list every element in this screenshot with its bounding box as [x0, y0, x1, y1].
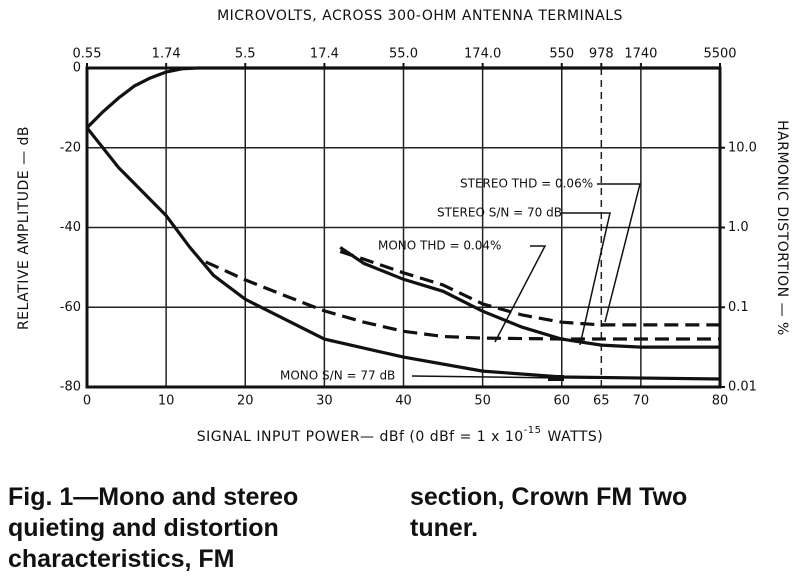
- y-tick-label: -20: [60, 140, 81, 155]
- x-tick-label: 65: [593, 394, 610, 409]
- x-tick-label: 50: [474, 394, 491, 409]
- x-tick-label: 20: [237, 394, 254, 409]
- annotation: MONO S/N = 77 dB: [280, 369, 395, 383]
- annotation: STEREO S/N = 70 dB: [437, 206, 562, 220]
- y2-tick-label: 0.01: [728, 380, 757, 395]
- caption-line: tuner.: [410, 514, 478, 542]
- caption-line: quieting and distortion: [8, 514, 279, 542]
- caption-line: characteristics, FM: [8, 545, 235, 573]
- x-tick-label: 0: [83, 394, 91, 409]
- y-tick-label: -60: [60, 300, 81, 315]
- y2-tick-label: 10.0: [728, 140, 757, 155]
- pointer-marker: [548, 375, 564, 381]
- leader-line: [494, 245, 547, 343]
- caption-line: Fig. 1—Mono and stereo: [8, 483, 298, 511]
- x2-tick-label: 1.74: [152, 47, 181, 62]
- y-tick-label: 0: [73, 61, 81, 76]
- caption-line: section, Crown FM Two: [410, 483, 687, 511]
- series-line: [85, 126, 721, 381]
- annotation: MONO THD = 0.04%: [378, 239, 501, 253]
- series-line: [205, 260, 720, 341]
- x2-tick-label: 17.4: [310, 47, 339, 62]
- leader-line: [411, 375, 561, 379]
- x-axis-label-main: SIGNAL INPUT POWER— dBf (0 dBf = 1 x 10: [197, 429, 524, 445]
- y-tick-label: -80: [60, 380, 81, 395]
- x-tick-label: 30: [316, 394, 333, 409]
- x2-tick-label: 0.55: [73, 47, 102, 62]
- y-tick-label: -40: [60, 220, 81, 235]
- x-tick-label: 80: [712, 394, 729, 409]
- x-axis-label-end: WATTS): [548, 429, 604, 445]
- y2-tick-label: 0.1: [728, 300, 749, 315]
- x2-tick-label: 5.5: [235, 47, 256, 62]
- chart-title: MICROVOLTS, ACROSS 300-OHM ANTENNA TERMI…: [217, 8, 623, 24]
- series-line: [85, 66, 720, 129]
- x2-tick-label: 5500: [703, 47, 736, 62]
- series-line: [339, 249, 720, 327]
- x-tick-label: 70: [633, 394, 650, 409]
- x2-tick-label: 174.0: [464, 47, 501, 62]
- x2-tick-label: 55.0: [389, 47, 418, 62]
- x-tick-label: 40: [395, 394, 412, 409]
- x-axis-label: SIGNAL INPUT POWER— dBf (0 dBf = 1 x 10-…: [197, 425, 604, 445]
- annotation: STEREO THD = 0.06%: [460, 177, 593, 191]
- x2-tick-label: 978: [589, 47, 614, 62]
- x2-tick-label: 1740: [624, 47, 657, 62]
- x-tick-label: 60: [553, 394, 570, 409]
- y2-tick-label: 1.0: [728, 220, 749, 235]
- y-axis-label: RELATIVE AMPLITUDE — dB: [16, 126, 32, 330]
- y2-axis-label: HARMONIC DISTORTION — %: [774, 120, 790, 336]
- x-axis-label-exponent: -15: [524, 425, 542, 436]
- x2-tick-label: 550: [549, 47, 574, 62]
- leader-line: [597, 183, 641, 323]
- series-line: [339, 246, 720, 349]
- leader-line: [562, 212, 611, 346]
- x-tick-label: 10: [158, 394, 175, 409]
